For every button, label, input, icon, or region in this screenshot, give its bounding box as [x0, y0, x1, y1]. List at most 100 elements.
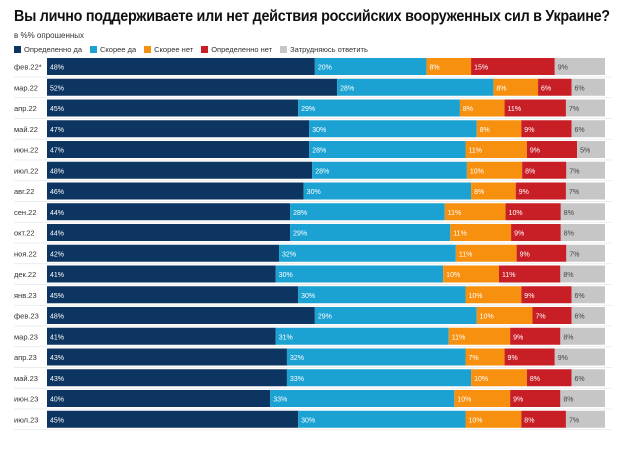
bar-segment [466, 161, 523, 179]
bar-segment [566, 161, 605, 179]
data-label: 9% [514, 231, 524, 238]
bar-segment [565, 99, 605, 117]
data-label: 52% [50, 85, 64, 92]
bar-segment [526, 369, 572, 387]
data-label: 11% [469, 148, 483, 155]
data-label: 6% [575, 293, 585, 300]
bar-segment [510, 327, 561, 345]
bar-segment [515, 182, 566, 200]
data-label: 33% [273, 397, 287, 404]
data-label: 10% [474, 376, 488, 383]
bar-segment [571, 120, 605, 138]
data-label: 9% [508, 355, 518, 362]
bar-segment [337, 78, 494, 96]
bar-segment [47, 203, 291, 221]
data-label: 6% [575, 376, 585, 383]
category-label: июл.22 [14, 166, 38, 175]
data-label: 11% [452, 334, 466, 341]
legend-label: Затрудняюсь ответить [290, 45, 368, 54]
category-label: фев.22* [14, 63, 42, 72]
bar-segment [476, 120, 522, 138]
data-label: 10% [446, 272, 460, 279]
bar-segment [290, 203, 445, 221]
data-label: 28% [340, 85, 354, 92]
data-label: 33% [290, 376, 304, 383]
bar-segment [465, 348, 505, 366]
data-label: 8% [563, 334, 573, 341]
data-label: 10% [470, 168, 484, 175]
category-label: май.23 [14, 374, 38, 383]
data-label: 44% [50, 231, 64, 238]
data-label: 10% [469, 293, 483, 300]
bar-segment [290, 224, 451, 241]
bar-segment [465, 141, 527, 158]
bar-segment [560, 327, 605, 345]
bar-segment [47, 410, 299, 428]
bar-segment [493, 78, 539, 96]
bar-segment [571, 78, 605, 96]
bar-segment [498, 265, 561, 283]
bar-segment [279, 244, 456, 262]
data-label: 29% [301, 106, 315, 113]
data-label: 8% [563, 397, 573, 404]
data-label: 30% [279, 272, 293, 279]
bar-segment [560, 224, 605, 241]
bar-segment [47, 182, 304, 200]
bar-segment [275, 327, 449, 345]
category-label: янв.23 [14, 291, 37, 300]
legend-label: Скорее да [100, 45, 137, 54]
bar-segment [571, 307, 605, 324]
bar-segment [47, 265, 276, 283]
data-label: 45% [50, 417, 64, 424]
data-label: 7% [569, 189, 579, 196]
bar-segment [426, 58, 472, 75]
data-label: 7% [569, 417, 579, 424]
data-label: 7% [569, 168, 579, 175]
data-label: 9% [519, 189, 529, 196]
category-label: мар.22 [14, 83, 38, 92]
bar-segment [47, 224, 291, 241]
bar-segment [286, 369, 472, 387]
data-label: 8% [429, 65, 439, 72]
bar-segment [286, 348, 466, 366]
bar-segment [465, 410, 522, 428]
bar-segment [505, 203, 561, 221]
bar-segment [298, 410, 466, 428]
data-label: 43% [50, 355, 64, 362]
category-label: ноя.22 [14, 249, 37, 258]
data-label: 11% [459, 251, 473, 258]
data-label: 8% [564, 210, 574, 217]
data-label: 7% [569, 106, 579, 113]
category-label: май.22 [14, 125, 38, 134]
data-label: 6% [575, 85, 585, 92]
legend-swatch [201, 46, 209, 53]
data-label: 32% [290, 355, 304, 362]
legend-swatch [280, 46, 288, 53]
bar-segment [309, 120, 477, 138]
legend-label: Определенно да [24, 45, 83, 54]
data-label: 9% [513, 334, 523, 341]
category-label: фев.23 [14, 312, 39, 321]
bar-segment [471, 182, 516, 200]
legend-swatch [90, 46, 98, 53]
category-label: июл.23 [14, 415, 38, 424]
bar-segment [554, 348, 605, 366]
bar-segment [47, 307, 315, 324]
bar-segment [571, 286, 605, 304]
bar-segment [554, 58, 605, 75]
data-label: 10% [469, 417, 483, 424]
bar-segment [465, 286, 522, 304]
bar-segment [47, 286, 299, 304]
data-label: 47% [50, 127, 64, 134]
data-label: 8% [496, 85, 506, 92]
bar-segment [504, 348, 555, 366]
chart-title: Вы лично поддерживаете или нет действия … [14, 8, 610, 25]
data-label: 44% [50, 210, 64, 217]
legend: Определенно да Скорее да Скорее нет Опре… [14, 45, 368, 54]
data-label: 8% [563, 272, 573, 279]
data-label: 8% [463, 106, 473, 113]
data-label: 10% [457, 397, 471, 404]
data-label: 48% [50, 168, 64, 175]
bar-segment [312, 161, 467, 179]
